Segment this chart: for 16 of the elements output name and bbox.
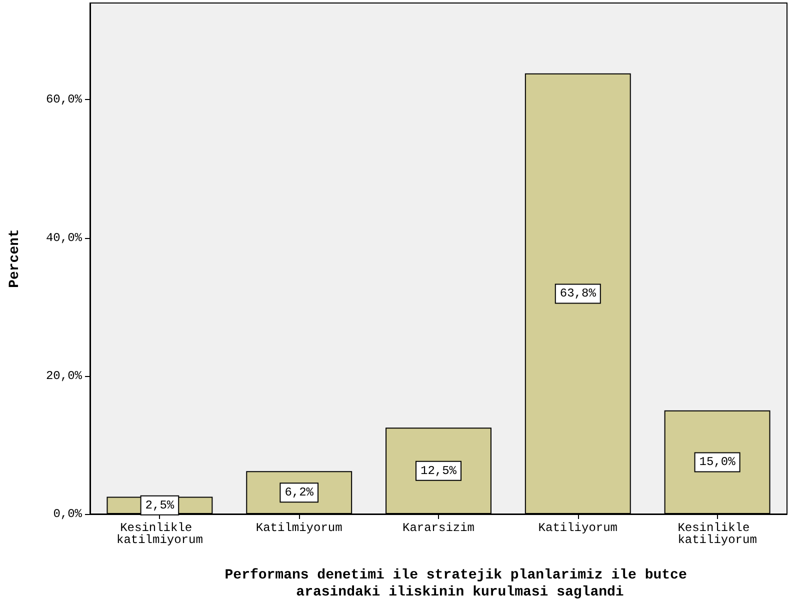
y-tick-label: 40,0% (46, 230, 83, 245)
x-tick-label: Kararsizim (402, 521, 475, 535)
x-tick-label: Kesinlikle katiliyorum (678, 521, 757, 547)
y-axis-title: Percent (7, 229, 23, 288)
x-tick-label: Kesinlikle katilmiyorum (116, 521, 203, 547)
data-label: 2,5% (145, 498, 175, 512)
data-label: 12,5% (420, 464, 458, 478)
x-tick-label: Katiliyorum (538, 521, 618, 535)
y-tick-label: 0,0% (53, 507, 83, 521)
data-label: 63,8% (560, 286, 597, 301)
y-tick-label: 20,0% (46, 368, 83, 383)
y-tick-label: 60,0% (46, 92, 83, 107)
data-label: 6,2% (284, 486, 314, 500)
x-axis-title: Performans denetimi ile stratejik planlarimiz ile butce arasindaki iliskinin kurulmasi saglandi (224, 568, 696, 600)
x-tick-label: Katilmiyorum (256, 521, 342, 535)
data-label: 15,0% (699, 455, 736, 470)
